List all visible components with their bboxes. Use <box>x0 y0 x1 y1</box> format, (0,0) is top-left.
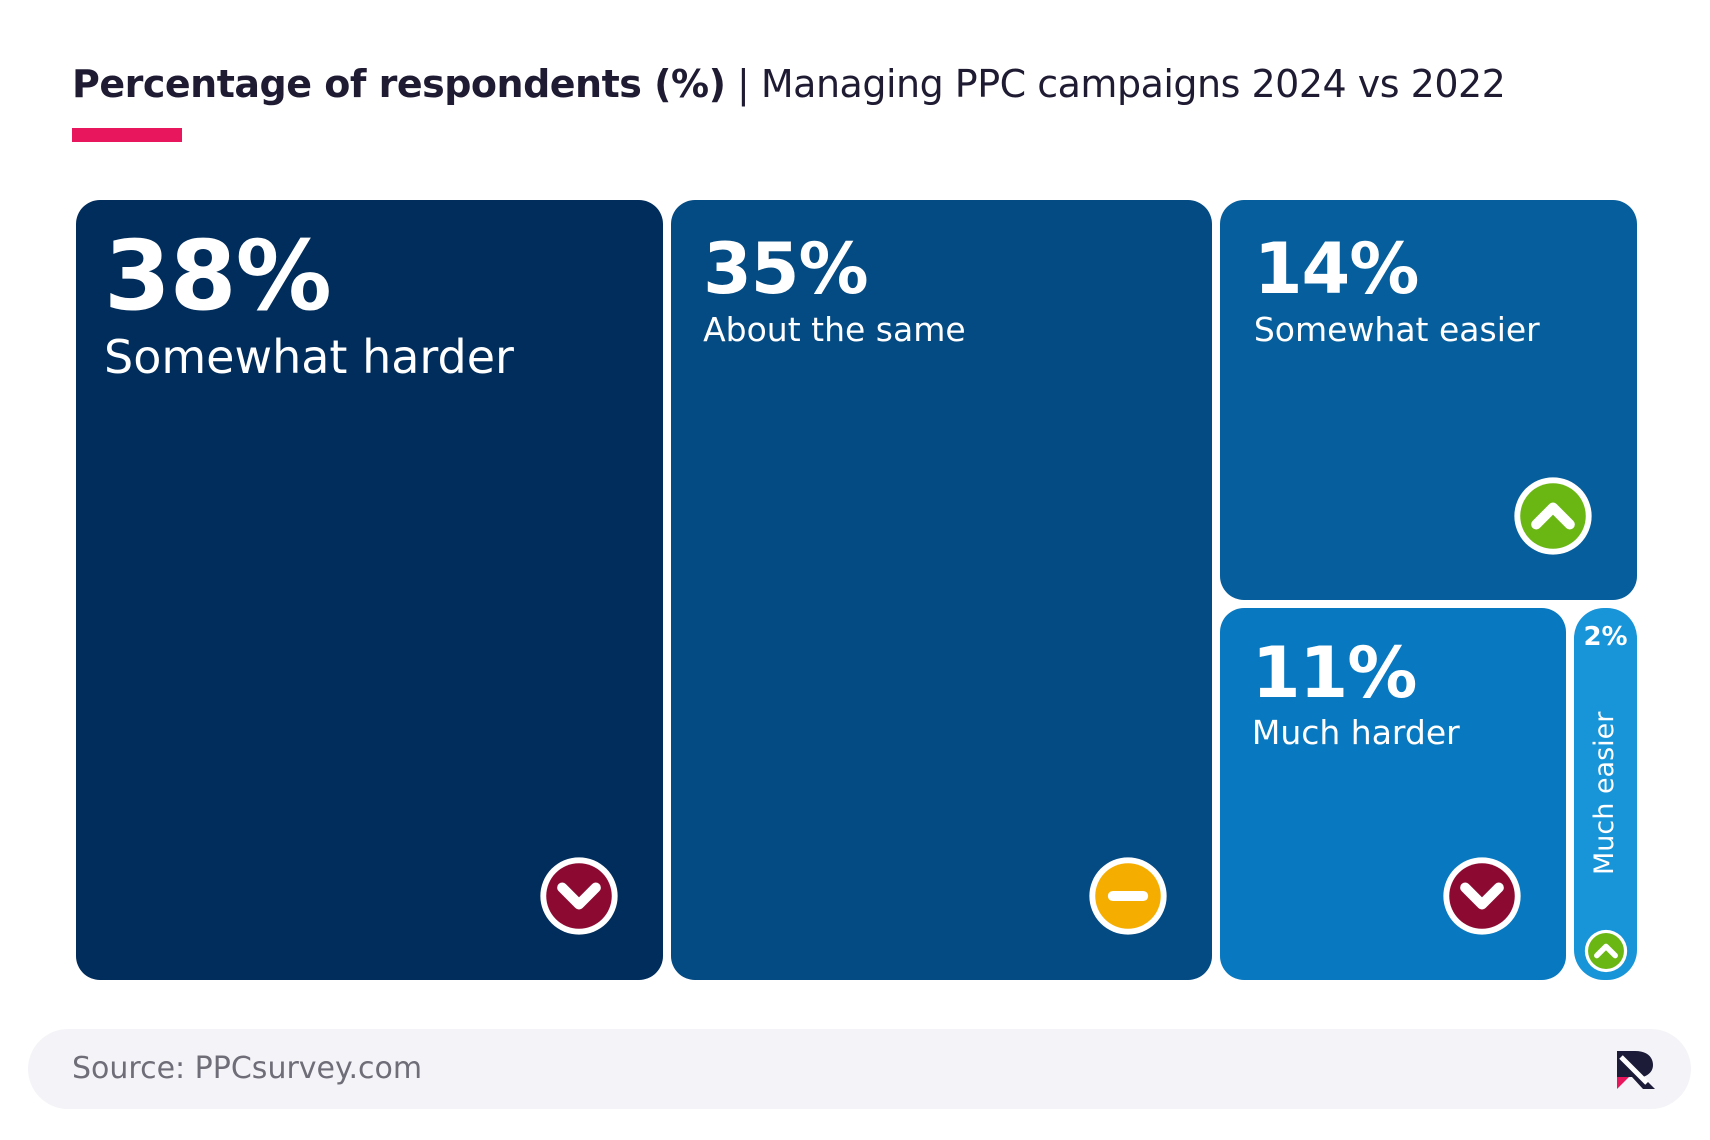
chevron-down-icon <box>537 854 621 942</box>
tile-label-much-easier: Much easier <box>1588 711 1620 875</box>
tile-label-much-harder: Much harder <box>1251 713 1460 753</box>
treemap-tile-much-harder: 11% Much harder <box>1219 608 1567 980</box>
tile-value-somewhat-easier: 14% <box>1253 228 1420 310</box>
tile-label-somewhat-easier: Somewhat easier <box>1253 310 1540 349</box>
treemap-tile-somewhat-harder: 38% Somewhat harder <box>76 200 664 980</box>
chart-title-bold: Percentage of respondents (%) <box>72 62 726 106</box>
minus-icon <box>1086 854 1170 942</box>
chevron-up-icon <box>1583 928 1629 978</box>
chart-title: Percentage of respondents (%) | Managing… <box>72 62 1506 106</box>
chart-title-subtitle: | Managing PPC campaigns 2024 vs 2022 <box>725 62 1506 106</box>
treemap-tile-about-the-same: 35% About the same <box>671 200 1212 980</box>
treemap-tile-somewhat-easier: 14% Somewhat easier <box>1219 200 1637 601</box>
tile-label-about-the-same: About the same <box>703 310 966 349</box>
brand-logo-icon <box>1617 1051 1655 1089</box>
treemap-tile-much-easier: 2% Much easier <box>1574 608 1637 980</box>
tile-value-much-harder: 11% <box>1251 632 1418 715</box>
chevron-up-icon <box>1511 474 1595 562</box>
tile-value-about-the-same: 35% <box>703 228 869 310</box>
tile-label-somewhat-harder: Somewhat harder <box>104 330 514 384</box>
source-text: Source: PPCsurvey.com <box>72 1051 423 1086</box>
title-accent-bar <box>72 128 182 142</box>
tile-value-somewhat-harder: 38% <box>104 220 332 332</box>
tile-value-much-easier: 2% <box>1583 622 1628 653</box>
chevron-down-icon <box>1440 854 1524 942</box>
source-footer: Source: PPCsurvey.com <box>28 1029 1691 1109</box>
